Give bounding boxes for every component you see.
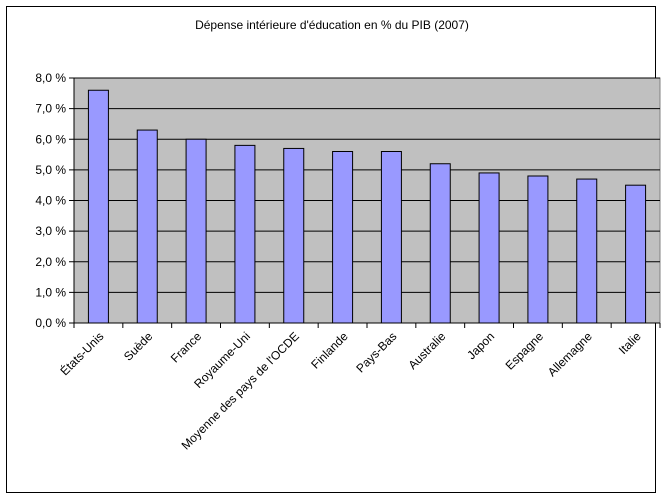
gridlines bbox=[74, 77, 660, 293]
bar bbox=[429, 163, 451, 324]
y-tick-label: 8,0 % bbox=[35, 71, 66, 85]
y-tick-label: 7,0 % bbox=[35, 102, 66, 116]
y-tick-label: 3,0 % bbox=[35, 224, 66, 238]
bar bbox=[185, 138, 207, 324]
x-tick-labels: États-Unis Suède FranceRoyaume-UniMoyenne … bbox=[57, 329, 644, 453]
y-tick-label: 1,0 % bbox=[35, 285, 66, 299]
bar bbox=[478, 172, 500, 324]
y-tick-labels: 0,0 % 1,0 % 2,0 % 3,0 % 4,0 % 5,0 % 6,0 % 7,0 %… bbox=[35, 71, 66, 330]
bar bbox=[283, 147, 305, 324]
x-tick-label: Allemagne bbox=[545, 329, 595, 379]
bar bbox=[332, 151, 354, 324]
x-tick-label: Espagne bbox=[503, 329, 547, 373]
bar bbox=[380, 151, 402, 324]
axes bbox=[69, 77, 661, 328]
bar bbox=[625, 184, 647, 324]
x-tick-label: États-Unis bbox=[57, 329, 107, 379]
y-tick-label: 6,0 % bbox=[35, 132, 66, 146]
bar bbox=[576, 178, 598, 324]
y-tick-label: 0,0 % bbox=[35, 316, 66, 330]
x-tick-label: Italie bbox=[616, 329, 644, 357]
x-tick-label: Finlande bbox=[308, 329, 351, 372]
y-tick-label: 4,0 % bbox=[35, 194, 66, 208]
bar bbox=[234, 144, 256, 324]
x-tick-label: Pays-Bas bbox=[353, 329, 399, 375]
x-tick-label: France bbox=[168, 329, 205, 366]
y-tick-label: 5,0 % bbox=[35, 163, 66, 177]
y-tick-label: 2,0 % bbox=[35, 255, 66, 269]
bar bbox=[87, 89, 109, 324]
chart-title: Dépense intérieure d'éducation en % du P… bbox=[195, 18, 469, 32]
bar bbox=[136, 129, 158, 324]
bars bbox=[87, 89, 647, 324]
x-tick-label: Japon bbox=[464, 329, 497, 362]
bar bbox=[527, 175, 549, 324]
x-tick-label: Suède bbox=[121, 329, 156, 364]
x-tick-label: Australie bbox=[405, 329, 448, 372]
